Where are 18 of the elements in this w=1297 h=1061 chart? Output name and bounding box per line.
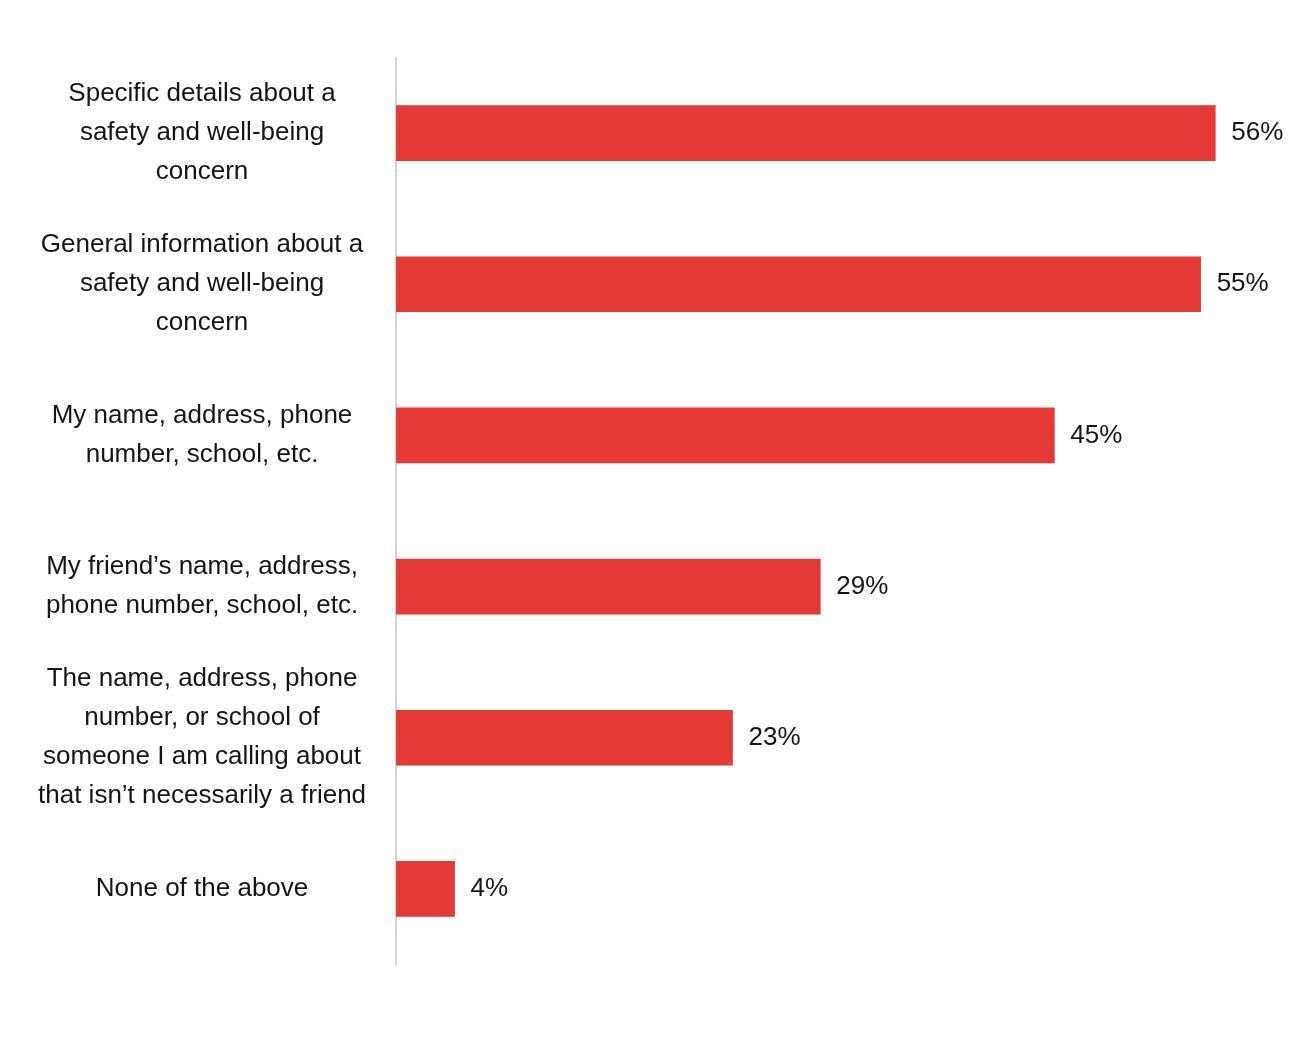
- data-label: 45%: [1070, 418, 1123, 449]
- bar: [396, 861, 455, 917]
- bar: [396, 256, 1201, 313]
- y-tick-label: General information about a safety and well-being concern: [40, 228, 364, 337]
- y-tick-label: My name, address, phone number, school, etc.: [51, 399, 353, 469]
- bar: [396, 558, 821, 615]
- data-label: 55%: [1216, 267, 1269, 298]
- y-tick-label: The name, address, phone number, or school of someone I am calling about that isn’t necessarily a friend: [38, 662, 367, 810]
- bar: [396, 105, 1216, 161]
- y-tick-label: None of the above: [95, 872, 309, 903]
- data-label: 23%: [748, 720, 801, 751]
- bar: [396, 709, 733, 766]
- data-label: 56%: [1231, 116, 1284, 147]
- bar: [396, 407, 1055, 464]
- data-label: 29%: [836, 569, 889, 600]
- y-tick-label: Specific details about a safety and well-being concern: [68, 77, 337, 186]
- y-tick-label: My friend’s name, address, phone number, school, etc.: [45, 550, 359, 620]
- data-label: 4%: [470, 872, 509, 903]
